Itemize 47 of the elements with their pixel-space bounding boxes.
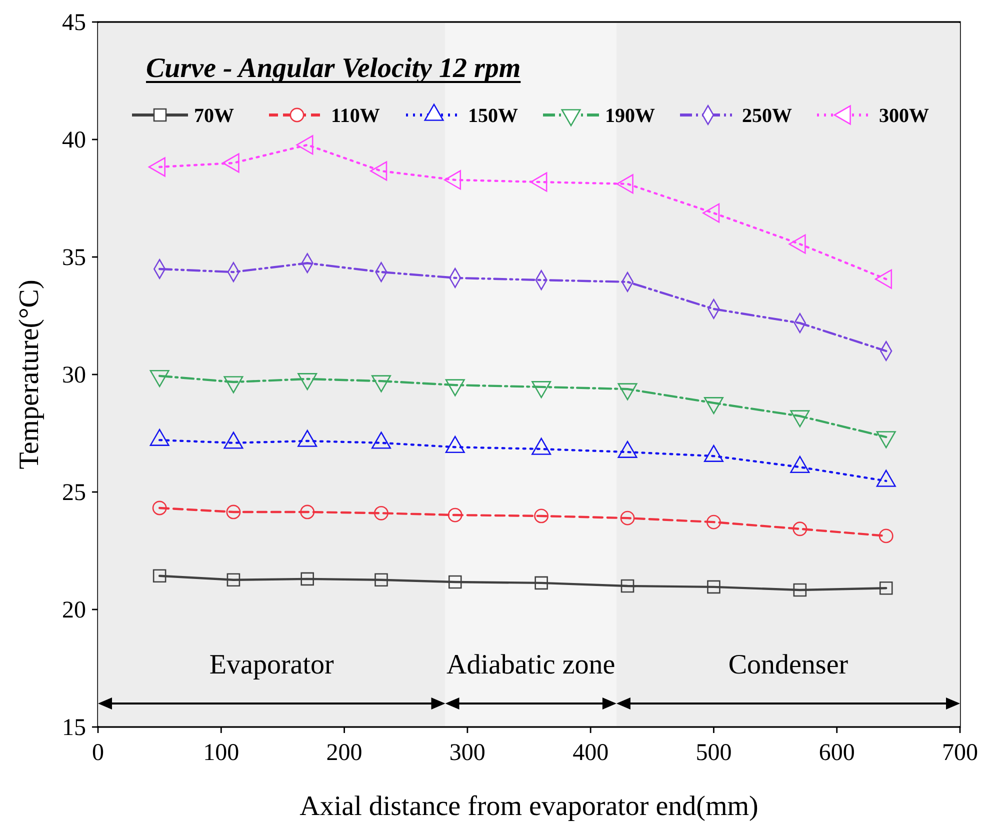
point bbox=[878, 528, 894, 544]
y-axis-title: Temperature(°C) bbox=[14, 280, 45, 470]
legend-label: 300W bbox=[879, 105, 929, 127]
point bbox=[226, 573, 240, 587]
x-tick-label: 400 bbox=[572, 740, 609, 766]
point bbox=[707, 580, 720, 594]
point bbox=[534, 508, 549, 524]
y-tick-label: 30 bbox=[62, 362, 86, 388]
legend-label: 150W bbox=[468, 105, 518, 127]
band-label: Condenser bbox=[728, 650, 849, 680]
point bbox=[374, 573, 388, 587]
legend-label: 190W bbox=[605, 105, 655, 127]
x-tick-label: 700 bbox=[942, 740, 978, 766]
y-tick-label: 15 bbox=[62, 715, 86, 741]
point bbox=[448, 575, 462, 589]
point bbox=[152, 569, 166, 583]
x-tick-label: 300 bbox=[449, 740, 486, 766]
point bbox=[300, 504, 315, 520]
point bbox=[793, 583, 807, 597]
y-tick-label: 20 bbox=[62, 598, 86, 624]
legend-label: 110W bbox=[331, 105, 380, 127]
point bbox=[152, 500, 167, 516]
point bbox=[706, 514, 721, 530]
point bbox=[448, 508, 462, 522]
point bbox=[620, 579, 634, 593]
point bbox=[879, 581, 893, 595]
y-tick-label: 35 bbox=[62, 245, 86, 271]
y-tick-label: 40 bbox=[62, 128, 86, 154]
point bbox=[374, 506, 388, 520]
x-tick-label: 600 bbox=[818, 740, 855, 766]
point bbox=[792, 522, 808, 536]
x-axis-title: Axial distance from evaporator end(mm) bbox=[300, 791, 758, 822]
legend-label: 70W bbox=[194, 105, 234, 127]
x-tick-label: 200 bbox=[326, 740, 362, 766]
point bbox=[226, 504, 241, 520]
band-label: Evaporator bbox=[209, 650, 334, 680]
y-tick-label: 25 bbox=[62, 480, 86, 506]
legend-label: 250W bbox=[742, 105, 792, 127]
text: Curve - Angular Velocity 12 rpm bbox=[146, 53, 521, 84]
point bbox=[300, 572, 314, 586]
x-tick-label: 500 bbox=[696, 740, 732, 766]
x-tick-label: 100 bbox=[203, 740, 240, 766]
point bbox=[534, 576, 548, 590]
x-tick-label: 0 bbox=[92, 740, 104, 766]
y-tick-label: 45 bbox=[62, 10, 86, 36]
point bbox=[620, 510, 635, 526]
band-label: Adiabatic zone bbox=[446, 650, 616, 680]
